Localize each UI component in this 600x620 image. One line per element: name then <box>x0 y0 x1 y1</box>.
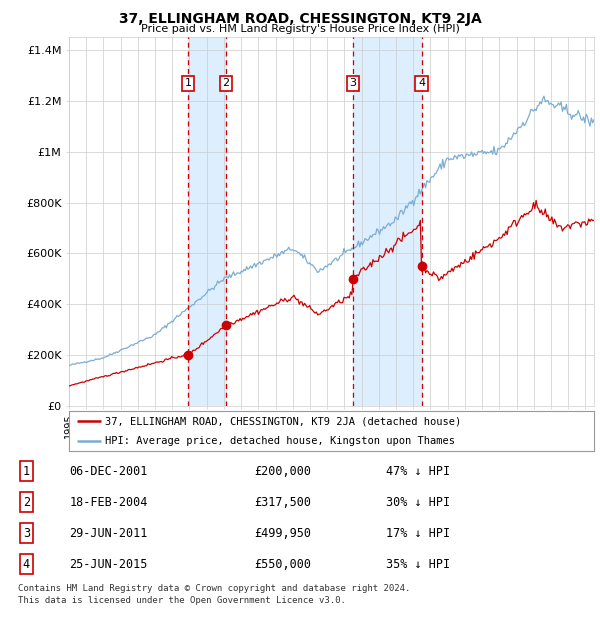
Text: 30% ↓ HPI: 30% ↓ HPI <box>386 496 451 508</box>
Text: Contains HM Land Registry data © Crown copyright and database right 2024.: Contains HM Land Registry data © Crown c… <box>18 584 410 593</box>
Text: 3: 3 <box>23 527 30 539</box>
Bar <box>188 37 226 406</box>
Text: £200,000: £200,000 <box>254 465 311 477</box>
Text: 2: 2 <box>23 496 30 508</box>
Text: 18-FEB-2004: 18-FEB-2004 <box>70 496 148 508</box>
Text: 37, ELLINGHAM ROAD, CHESSINGTON, KT9 2JA (detached house): 37, ELLINGHAM ROAD, CHESSINGTON, KT9 2JA… <box>105 416 461 426</box>
Bar <box>353 37 422 406</box>
Text: 47% ↓ HPI: 47% ↓ HPI <box>386 465 451 477</box>
Text: 4: 4 <box>418 78 425 88</box>
Text: 29-JUN-2011: 29-JUN-2011 <box>70 527 148 539</box>
Text: This data is licensed under the Open Government Licence v3.0.: This data is licensed under the Open Gov… <box>18 596 346 606</box>
Text: 06-DEC-2001: 06-DEC-2001 <box>70 465 148 477</box>
Text: £499,950: £499,950 <box>254 527 311 539</box>
Text: 1: 1 <box>185 78 191 88</box>
Text: 25-JUN-2015: 25-JUN-2015 <box>70 558 148 570</box>
Text: 17% ↓ HPI: 17% ↓ HPI <box>386 527 451 539</box>
Text: 2: 2 <box>223 78 230 88</box>
Text: HPI: Average price, detached house, Kingston upon Thames: HPI: Average price, detached house, King… <box>105 436 455 446</box>
Text: 3: 3 <box>349 78 356 88</box>
Text: 37, ELLINGHAM ROAD, CHESSINGTON, KT9 2JA: 37, ELLINGHAM ROAD, CHESSINGTON, KT9 2JA <box>119 12 481 27</box>
Text: Price paid vs. HM Land Registry's House Price Index (HPI): Price paid vs. HM Land Registry's House … <box>140 24 460 33</box>
Text: 4: 4 <box>23 558 30 570</box>
Text: £317,500: £317,500 <box>254 496 311 508</box>
Text: £550,000: £550,000 <box>254 558 311 570</box>
Text: 35% ↓ HPI: 35% ↓ HPI <box>386 558 451 570</box>
Text: 1: 1 <box>23 465 30 477</box>
